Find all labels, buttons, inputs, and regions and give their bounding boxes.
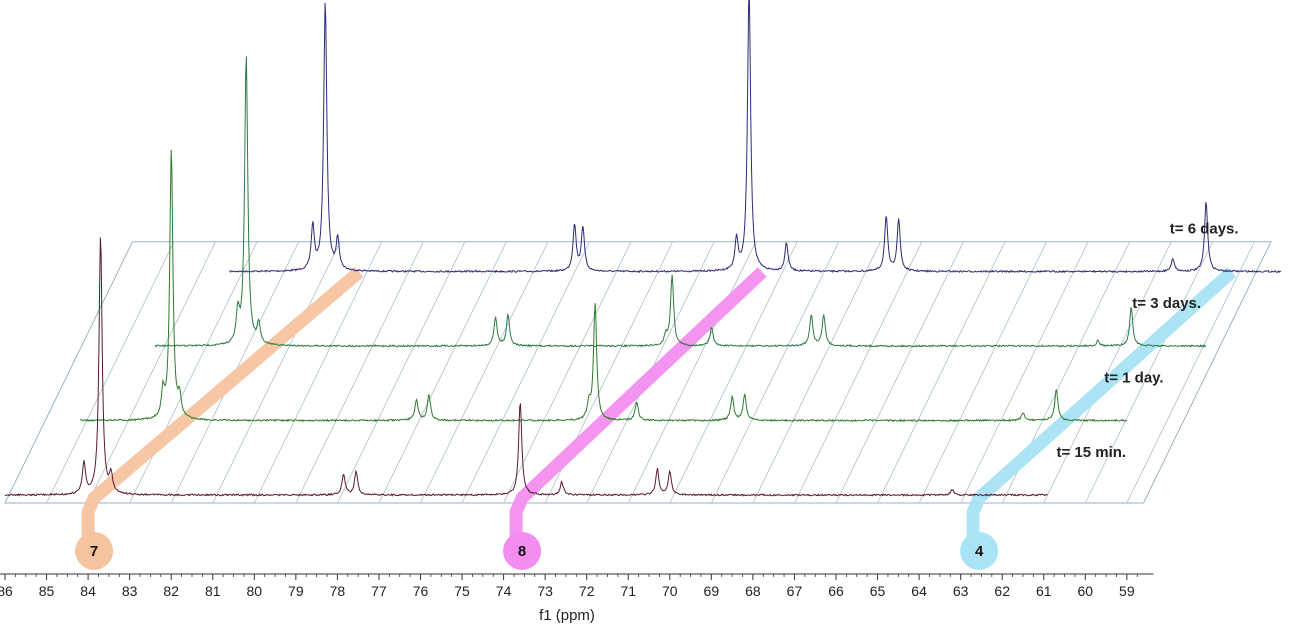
x-tick-label: 62 [994, 583, 1010, 599]
x-tick-label: 79 [288, 583, 304, 599]
series-label: t= 1 day. [1104, 370, 1163, 387]
marker-circle-8 [503, 532, 542, 570]
x-tick-label: 83 [122, 583, 138, 599]
x-tick-label: 66 [828, 583, 844, 599]
x-tick-label: 84 [80, 583, 96, 599]
grid-line [794, 241, 923, 504]
perspective-grid [4, 241, 1272, 504]
spectra-traces [4, 0, 1281, 497]
series-label: t= 15 min. [1056, 444, 1126, 461]
marker-band-7 [81, 267, 364, 553]
grid-line [420, 241, 549, 504]
grid-line [337, 241, 466, 504]
spectrum-trace [154, 56, 1207, 348]
grid-line [212, 241, 341, 504]
marker-band-8 [509, 267, 767, 553]
compound-marker-labels: 7 8 4 [75, 532, 999, 570]
x-axis-title: f1 (ppm) [539, 607, 595, 624]
grid-line [1084, 241, 1214, 504]
x-tick-label: 59 [1119, 583, 1135, 599]
x-tick-label: 74 [496, 583, 512, 599]
marker-band-4 [966, 267, 1237, 553]
x-tick-label: 76 [413, 583, 429, 599]
x-tick-label: 68 [745, 583, 761, 599]
spectrum-trace [79, 149, 1128, 423]
x-tick-label: 67 [787, 583, 803, 599]
x-tick-label: 78 [330, 583, 346, 599]
x-tick-label: 86 [0, 583, 13, 599]
x-tick-label: 81 [205, 583, 221, 599]
grid-line [46, 241, 175, 504]
grid-frame [4, 241, 1272, 504]
x-axis: 86 85 84 83 82 81 80 79 78 77 76 75 74 73 72 71 70 69 68 67… [0, 573, 1154, 599]
grid-line [710, 241, 840, 504]
grid-line [129, 241, 258, 504]
x-tick-label: 80 [247, 583, 263, 599]
x-tick-label: 82 [163, 583, 179, 599]
grid-line [1043, 241, 1172, 504]
marker-label-4: 4 [975, 543, 984, 560]
time-labels: t= 6 days. t= 3 days. t= 1 day. t= 15 min. [1056, 221, 1238, 462]
marker-circle-4 [960, 532, 999, 570]
x-tick-label: 60 [1078, 583, 1094, 599]
grid-line [918, 241, 1047, 504]
x-tick-label: 69 [704, 583, 720, 599]
grid-line [461, 241, 590, 504]
grid-line [295, 241, 424, 504]
marker-label-8: 8 [518, 543, 526, 560]
grid-line [1126, 241, 1255, 504]
x-tick-label: 61 [1036, 583, 1052, 599]
x-tick-label: 73 [537, 583, 553, 599]
grid-line [627, 241, 757, 504]
marker-circle-7 [75, 532, 114, 570]
spectrum-trace [4, 237, 1048, 497]
x-tick-label: 75 [454, 583, 470, 599]
x-tick-label: 65 [870, 583, 886, 599]
x-tick-label: 70 [662, 583, 678, 599]
grid-line [752, 241, 881, 504]
x-tick-label: 71 [620, 583, 636, 599]
grid-line [87, 241, 216, 504]
x-tick-label: 63 [953, 583, 969, 599]
series-label: t= 3 days. [1132, 295, 1201, 312]
spectrum-trace [229, 0, 1281, 274]
grid-line [835, 241, 964, 504]
grid-line [877, 241, 1006, 504]
grid-line [378, 241, 507, 504]
grid-line [960, 241, 1089, 504]
marker-label-7: 7 [90, 543, 98, 560]
x-tick-label: 72 [579, 583, 595, 599]
x-tick-label: 77 [371, 583, 387, 599]
compound-marker-bands [81, 267, 1237, 553]
x-tick-label: 64 [911, 583, 927, 599]
grid-line [503, 241, 632, 504]
grid-line [669, 241, 798, 504]
series-label: t= 6 days. [1170, 221, 1239, 238]
x-tick-label: 85 [39, 583, 55, 599]
grid-line [253, 241, 383, 504]
